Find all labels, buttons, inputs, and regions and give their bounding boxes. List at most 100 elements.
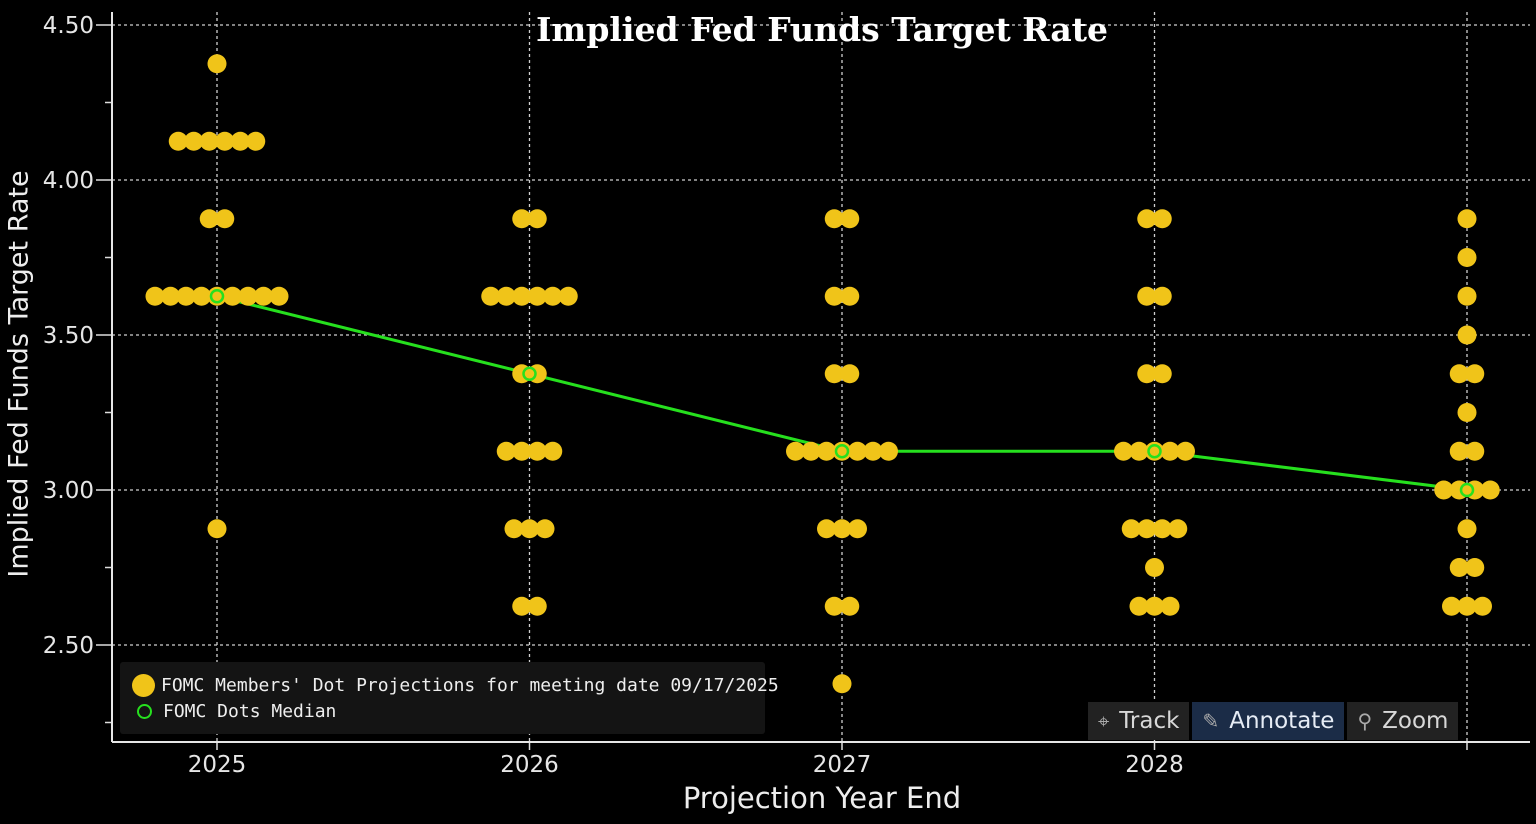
fomc-dot <box>1137 286 1157 306</box>
fomc-dot <box>824 209 844 229</box>
fomc-dot <box>215 131 235 151</box>
fomc-dot <box>848 519 867 539</box>
zoom-label: Zoom <box>1382 708 1449 734</box>
track-button[interactable]: ⌖ Track <box>1088 702 1190 740</box>
median-marker <box>1459 482 1475 498</box>
fomc-dot <box>207 519 227 539</box>
fomc-dot <box>1465 364 1485 384</box>
fomc-dot <box>832 674 852 694</box>
fomc-dot <box>801 441 821 461</box>
track-label: Track <box>1119 708 1180 734</box>
fomc-dot <box>504 519 524 539</box>
x-tick-label: 2026 <box>500 752 559 778</box>
fomc-dot <box>840 596 860 616</box>
y-tick-label: 4.50 <box>43 13 94 39</box>
x-tick-label: 2027 <box>813 752 872 778</box>
fomc-dot <box>192 286 211 306</box>
y-tick-label: 2.50 <box>43 633 94 659</box>
fomc-dot <box>1152 209 1172 229</box>
x-tick-label: 2028 <box>1125 752 1184 778</box>
fomc-dot <box>184 131 204 151</box>
fomc-dot <box>527 209 547 229</box>
zoom-button[interactable]: ⚲ Zoom <box>1347 702 1459 740</box>
fomc-dot <box>1129 441 1149 461</box>
fomc-dot <box>817 441 836 461</box>
fomc-dot <box>1434 480 1454 500</box>
fomc-dot <box>1457 248 1477 267</box>
fomc-dot <box>1114 441 1133 461</box>
x-tick-label: 2025 <box>188 752 247 778</box>
fomc-dot <box>840 286 860 306</box>
y-axis-label: Implied Fed Funds Target Rate <box>3 170 35 578</box>
fomc-dot <box>527 286 547 306</box>
fomc-dot <box>1457 286 1477 306</box>
fomc-dot <box>496 286 516 306</box>
fomc-dot <box>1465 558 1485 577</box>
fomc-dot <box>520 519 539 539</box>
fomc-dot <box>840 364 860 384</box>
legend-label-median: FOMC Dots Median <box>163 701 337 722</box>
y-tick-label: 4.00 <box>43 168 94 194</box>
legend-label-dots: FOMC Members' Dot Projections for meetin… <box>161 675 779 696</box>
fomc-dot <box>1457 209 1477 229</box>
fomc-dot <box>1168 519 1188 539</box>
fomc-dot <box>786 441 805 461</box>
grid <box>112 12 1530 742</box>
fomc-dot <box>1457 596 1477 616</box>
annotate-label: Annotate <box>1229 708 1335 734</box>
y-tick-label: 3.00 <box>43 478 94 504</box>
fomc-dot <box>1160 441 1180 461</box>
fomc-dot <box>1145 596 1164 616</box>
magnifier-icon: ⚲ <box>1357 709 1373 733</box>
x-axis-label: Projection Year End <box>682 781 962 815</box>
fomc-dot <box>1457 519 1477 539</box>
fomc-dot <box>1137 209 1157 229</box>
fomc-dot <box>1137 519 1157 539</box>
fomc-dot <box>1152 364 1172 384</box>
fomc-dot <box>238 286 258 306</box>
chart-toolbar: ⌖ Track ✎ Annotate ⚲ Zoom <box>1088 702 1461 740</box>
fomc-dot <box>512 596 532 616</box>
annotate-button[interactable]: ✎ Annotate <box>1192 702 1345 740</box>
legend-item-dots: FOMC Members' Dot Projections for meetin… <box>132 674 779 697</box>
fomc-dot <box>1160 596 1180 616</box>
fomc-dot <box>1473 596 1492 616</box>
legend: FOMC Members' Dot Projections for meetin… <box>120 662 779 734</box>
fomc-dot <box>824 286 844 306</box>
median-marker <box>522 366 537 381</box>
fomc-dot <box>223 286 242 306</box>
median-marker-layer <box>209 289 1475 498</box>
fomc-dot <box>527 441 547 461</box>
fomc-dot <box>496 441 516 461</box>
median-marker <box>1147 444 1162 459</box>
fomc-dot <box>215 209 235 229</box>
fomc-dot <box>230 131 250 151</box>
fomc-dot <box>1121 519 1141 539</box>
fomc-dot <box>879 441 898 461</box>
fomc-dot <box>527 596 547 616</box>
crosshair-icon: ⌖ <box>1098 709 1110 733</box>
fomc-dot <box>246 131 266 151</box>
y-tick-label: 3.50 <box>43 323 94 349</box>
axes: 2.50 3.00 3.50 4.00 4.50 2025 2026 2027 2028 <box>43 12 1530 778</box>
median-marker <box>834 444 850 459</box>
fomc-dot <box>176 286 196 306</box>
fomc-dot <box>512 441 532 461</box>
fomc-dot <box>269 286 289 306</box>
fomc-dot <box>1176 441 1195 461</box>
fomc-dot <box>254 286 273 306</box>
fomc-dot <box>512 286 532 306</box>
fomc-dot <box>161 286 180 306</box>
fomc-dot <box>1152 286 1172 306</box>
fomc-dot <box>1145 558 1164 577</box>
fomc-dot <box>863 441 883 461</box>
fomc-dot <box>1449 364 1469 384</box>
median-marker <box>209 289 225 304</box>
fomc-dot <box>199 209 219 229</box>
fomc-dot <box>1465 441 1485 461</box>
fomc-dot <box>543 286 563 306</box>
fomc-dot <box>543 441 563 461</box>
fomc-dot <box>824 596 844 616</box>
fomc-dot <box>1457 403 1477 422</box>
